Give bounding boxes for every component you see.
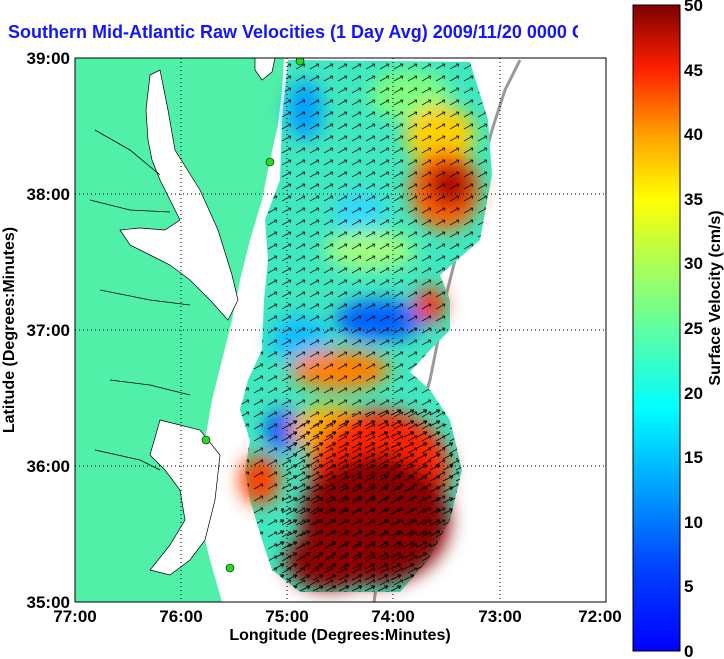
x-tick-label: 76:00 (159, 607, 202, 626)
station-marker (265, 157, 275, 167)
pamlico-sound (149, 419, 221, 576)
y-axis-label: Latitude (Degrees:Minutes) (1, 227, 18, 433)
y-tick-label: 39:00 (27, 49, 70, 68)
colorbar-gradient (632, 4, 681, 652)
x-tick-label: 75:00 (265, 607, 308, 626)
colorbar-tick-label: 10 (684, 513, 703, 532)
y-tick-label: 38:00 (27, 185, 70, 204)
colorbar-tick-label: 5 (684, 577, 693, 596)
station-marker (295, 58, 305, 66)
colorbar-tick-label: 35 (684, 190, 703, 209)
station-marker (201, 435, 211, 445)
station-marker (225, 563, 235, 573)
y-tick-label: 37:00 (27, 321, 70, 340)
colorbar-tick-label: 15 (684, 448, 703, 467)
velocity-field (240, 60, 492, 592)
colorbar: 50 45 40 35 30 25 20 15 10 5 0 Surface V… (632, 0, 724, 659)
colorbar-tick-label: 50 (684, 0, 703, 15)
chesapeake-bay (119, 69, 239, 321)
delaware-bay (254, 58, 276, 81)
x-tick-label: 72:00 (578, 607, 621, 626)
x-tick-label: 77:00 (53, 607, 96, 626)
map-area (75, 58, 606, 602)
colorbar-tick-label: 25 (684, 319, 703, 338)
plot-title: Southern Mid-Atlantic Raw Velocities (1 … (8, 22, 578, 42)
y-tick-label: 36:00 (27, 457, 70, 476)
colorbar-label: Surface Velocity (cm/s) (707, 210, 724, 385)
colorbar-tick-label: 30 (684, 254, 703, 273)
x-axis-label: Longitude (Degrees:Minutes) (229, 627, 450, 644)
inland-creek (89, 129, 191, 471)
colorbar-tick-label: 0 (684, 642, 693, 659)
y-axis: 39:00 38:00 37:00 36:00 35:00 Latitude (… (1, 49, 70, 612)
x-axis: 77:00 76:00 75:00 74:00 73:00 72:00 Long… (53, 607, 621, 644)
x-tick-label: 74:00 (371, 607, 414, 626)
colorbar-tick-label: 40 (684, 125, 703, 144)
colorbar-tick-label: 45 (684, 61, 703, 80)
grid-lines (75, 58, 606, 602)
axes-frame (74, 57, 607, 603)
y-tick-label: 35:00 (27, 593, 70, 612)
colorbar-tick-label: 20 (684, 384, 703, 403)
x-tick-label: 73:00 (478, 607, 521, 626)
